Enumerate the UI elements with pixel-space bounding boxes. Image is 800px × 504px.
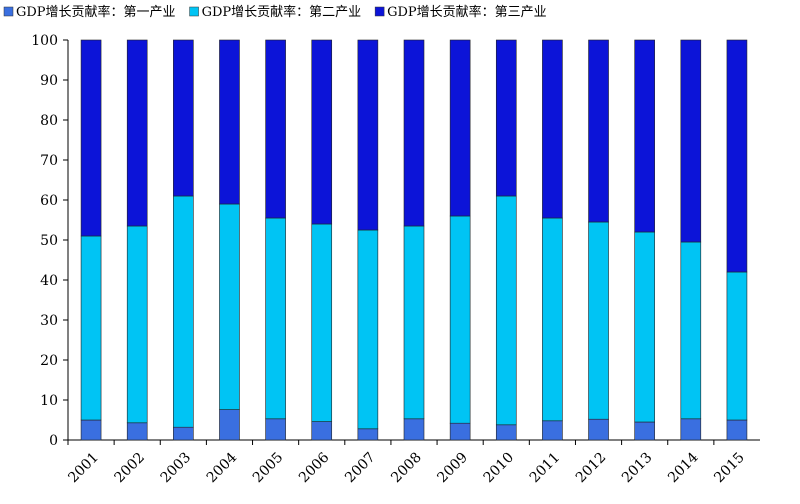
bar-segment — [449, 215, 471, 424]
bar-segment — [403, 39, 425, 227]
bar-segment — [311, 39, 333, 225]
bar-segment — [449, 39, 471, 217]
legend: GDP增长贡献率：第一产业 GDP增长贡献率：第二产业 GDP增长贡献率：第三产业 — [3, 4, 547, 20]
y-tick-label: 10 — [40, 393, 58, 409]
bar-segment — [495, 39, 517, 197]
bar-segment — [80, 235, 102, 421]
bar-segment — [495, 424, 517, 441]
bar-segment — [634, 39, 655, 233]
x-tick-label: 2006 — [296, 449, 333, 486]
legend-swatch — [3, 6, 14, 17]
legend-swatch — [374, 6, 385, 17]
bar-segment — [311, 421, 333, 441]
bar-segment — [126, 39, 148, 227]
bar-segment — [265, 217, 286, 420]
y-tick-label: 100 — [31, 33, 58, 49]
bar-segment — [357, 39, 379, 231]
y-tick-label: 50 — [40, 233, 58, 249]
y-tick-label: 60 — [40, 193, 58, 209]
y-tick-label: 70 — [40, 153, 58, 169]
bar-segment — [588, 221, 609, 420]
bar-segment — [726, 419, 748, 441]
x-tick-label: 2004 — [204, 449, 241, 486]
bar-segment — [219, 203, 240, 410]
x-tick-label: 2015 — [711, 450, 748, 487]
bar-segment — [311, 223, 333, 422]
bar-segment — [403, 225, 425, 420]
bar-segment — [449, 422, 471, 441]
x-tick-label: 2001 — [65, 450, 102, 487]
bar-segment — [680, 39, 702, 243]
bar-segment — [680, 241, 702, 420]
legend-label: GDP增长贡献率：第一产业 — [16, 4, 176, 20]
x-tick-label: 2009 — [434, 450, 471, 487]
bar-segment — [126, 422, 148, 441]
x-tick-label: 2002 — [112, 450, 149, 487]
x-tick-label: 2010 — [481, 450, 518, 487]
bar-segment — [403, 418, 425, 441]
bar-segment — [173, 426, 194, 441]
legend-swatch — [189, 6, 199, 17]
bar-segment — [357, 428, 379, 441]
bar-segment — [542, 420, 563, 441]
y-tick-label: 40 — [40, 273, 58, 289]
bar-segment — [173, 195, 194, 428]
x-tick-label: 2014 — [665, 449, 702, 486]
bar-segment — [542, 217, 563, 422]
bar-segment — [126, 225, 148, 424]
bar-segment — [588, 418, 609, 441]
x-tick-label: 2011 — [527, 450, 564, 487]
x-tick-label: 2003 — [158, 450, 195, 487]
bar-segment — [80, 39, 102, 237]
bar-segment — [634, 421, 655, 441]
bar-segment — [80, 419, 102, 441]
bar-segment — [726, 39, 748, 273]
bar-segment — [219, 409, 240, 441]
y-tick-label: 0 — [49, 433, 58, 449]
x-tick-label: 2005 — [250, 450, 287, 487]
bar-segment — [542, 39, 563, 219]
x-tick-label: 2008 — [388, 450, 425, 487]
bar-segment — [357, 229, 379, 430]
y-tick-label: 80 — [40, 113, 58, 129]
x-tick-label: 2012 — [573, 450, 610, 487]
x-tick-label: 2013 — [619, 450, 656, 487]
legend-label: GDP增长贡献率：第二产业 — [202, 4, 362, 20]
y-tick-label: 90 — [40, 73, 58, 89]
y-tick-label: 20 — [40, 353, 58, 369]
bar-segment — [588, 39, 609, 223]
bar-segment — [265, 418, 286, 441]
bar-segment — [173, 39, 194, 197]
bar-segment — [680, 418, 702, 441]
y-tick-label: 30 — [40, 313, 58, 329]
x-tick-label: 2007 — [342, 450, 379, 487]
bar-segment — [726, 271, 748, 421]
legend-label: GDP增长贡献率：第三产业 — [387, 4, 547, 20]
bar-segment — [265, 39, 286, 219]
bar-segment — [495, 195, 517, 426]
bar-segment — [219, 39, 240, 205]
bar-segment — [634, 231, 655, 423]
